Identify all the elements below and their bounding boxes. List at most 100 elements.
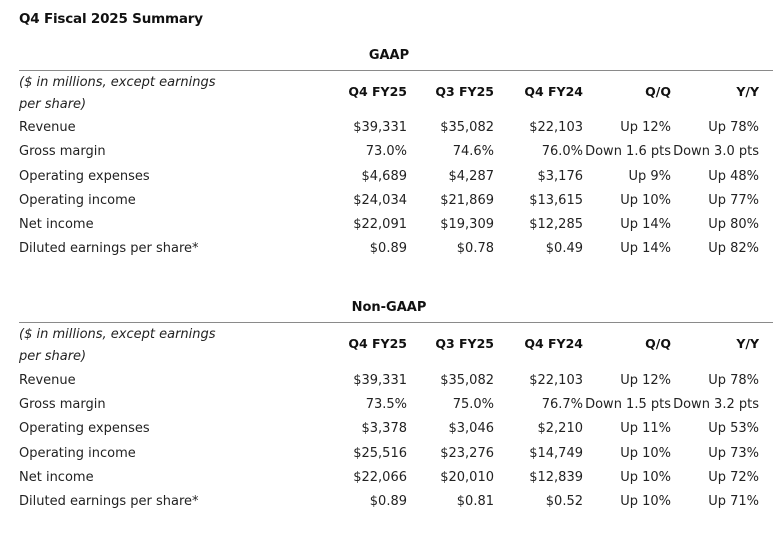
page-title: Q4 Fiscal 2025 Summary [19, 11, 203, 27]
cell-yy: Up 77% [708, 193, 759, 208]
cell-q3fy25: $0.78 [456, 241, 494, 256]
cell-q3fy25: 75.0% [452, 397, 494, 412]
column-header-qq: Q/Q [645, 336, 671, 351]
cell-q4fy25: $25,516 [353, 446, 407, 461]
cell-q4fy24: $3,176 [537, 169, 584, 184]
row-label: Operating income [19, 193, 136, 208]
cell-yy: Up 78% [708, 373, 759, 388]
cell-q4fy25: $22,091 [353, 217, 407, 232]
column-header-yy: Y/Y [736, 84, 759, 99]
cell-q3fy25: $19,309 [440, 217, 494, 232]
table-row: Operating expenses $3,378 $3,046 $2,210 … [19, 417, 773, 441]
cell-qq: Up 14% [620, 241, 671, 256]
row-label: Net income [19, 470, 94, 485]
cell-q4fy25: $39,331 [353, 120, 407, 135]
cell-q4fy25: $39,331 [353, 373, 407, 388]
row-label: Gross margin [19, 397, 106, 412]
cell-q4fy25: $0.89 [369, 241, 407, 256]
table-row: Revenue $39,331 $35,082 $22,103 Up 12% U… [19, 369, 773, 393]
row-label: Revenue [19, 373, 76, 388]
cell-q4fy24: 76.7% [541, 397, 583, 412]
cell-q3fy25: $21,869 [440, 193, 494, 208]
cell-qq: Up 12% [620, 120, 671, 135]
cell-q4fy24: $12,285 [529, 217, 583, 232]
cell-yy: Up 72% [708, 470, 759, 485]
column-header-q3fy25: Q3 FY25 [435, 84, 494, 99]
row-label: Diluted earnings per share* [19, 494, 199, 509]
table-header-row: ($ in millions, except earnings per shar… [19, 72, 773, 114]
cell-qq: Up 10% [620, 470, 671, 485]
table-row: Gross margin 73.5% 75.0% 76.7% Down 1.5 … [19, 393, 773, 417]
table-row: Gross margin 73.0% 74.6% 76.0% Down 1.6 … [19, 140, 773, 164]
cell-q3fy25: $23,276 [440, 446, 494, 461]
cell-q3fy25: $35,082 [440, 120, 494, 135]
cell-q4fy24: $14,749 [529, 446, 583, 461]
cell-yy: Down 3.2 pts [673, 397, 759, 412]
cell-q3fy25: $0.81 [456, 494, 494, 509]
units-note: ($ in millions, except earnings per shar… [19, 327, 216, 364]
table-row: Revenue $39,331 $35,082 $22,103 Up 12% U… [19, 116, 773, 140]
cell-q3fy25: $3,046 [448, 421, 495, 436]
cell-q4fy24: 76.0% [541, 144, 583, 159]
cell-yy: Up 78% [708, 120, 759, 135]
cell-q4fy24: $13,615 [529, 193, 583, 208]
cell-q4fy24: $22,103 [529, 120, 583, 135]
table-row: Net income $22,091 $19,309 $12,285 Up 14… [19, 213, 773, 237]
column-header-q4fy25: Q4 FY25 [348, 84, 407, 99]
cell-qq: Up 10% [620, 494, 671, 509]
cell-yy: Up 71% [708, 494, 759, 509]
cell-q4fy25: $22,066 [353, 470, 407, 485]
row-label: Gross margin [19, 144, 106, 159]
cell-yy: Down 3.0 pts [673, 144, 759, 159]
cell-q3fy25: 74.6% [452, 144, 494, 159]
row-label: Diluted earnings per share* [19, 241, 199, 256]
cell-qq: Up 10% [620, 193, 671, 208]
cell-q4fy25: $24,034 [353, 193, 407, 208]
cell-yy: Up 82% [708, 241, 759, 256]
column-header-qq: Q/Q [645, 84, 671, 99]
cell-q4fy25: $3,378 [361, 421, 408, 436]
table-row: Net income $22,066 $20,010 $12,839 Up 10… [19, 466, 773, 490]
table-header-row: ($ in millions, except earnings per shar… [19, 324, 773, 366]
section-divider [19, 70, 773, 71]
column-header-q4fy24: Q4 FY24 [524, 336, 583, 351]
cell-qq: Down 1.6 pts [585, 144, 671, 159]
column-header-q3fy25: Q3 FY25 [435, 336, 494, 351]
column-header-yy: Y/Y [736, 336, 759, 351]
section-divider [19, 322, 773, 323]
cell-qq: Down 1.5 pts [585, 397, 671, 412]
row-label: Net income [19, 217, 94, 232]
cell-yy: Up 73% [708, 446, 759, 461]
cell-yy: Up 80% [708, 217, 759, 232]
table-row: Diluted earnings per share* $0.89 $0.81 … [19, 490, 773, 514]
cell-qq: Up 10% [620, 446, 671, 461]
cell-q4fy25: 73.5% [365, 397, 407, 412]
cell-yy: Up 53% [708, 421, 759, 436]
cell-q4fy24: $12,839 [529, 470, 583, 485]
cell-q3fy25: $35,082 [440, 373, 494, 388]
table-row: Operating income $25,516 $23,276 $14,749… [19, 442, 773, 466]
cell-q4fy24: $2,210 [537, 421, 584, 436]
cell-q4fy24: $0.52 [545, 494, 583, 509]
cell-q4fy25: 73.0% [365, 144, 407, 159]
cell-yy: Up 48% [708, 169, 759, 184]
row-label: Revenue [19, 120, 76, 135]
table-row: Diluted earnings per share* $0.89 $0.78 … [19, 237, 773, 261]
cell-q4fy25: $4,689 [361, 169, 408, 184]
row-label: Operating expenses [19, 169, 150, 184]
cell-q3fy25: $4,287 [448, 169, 495, 184]
column-header-q4fy25: Q4 FY25 [348, 336, 407, 351]
cell-qq: Up 9% [628, 169, 671, 184]
cell-qq: Up 11% [620, 421, 671, 436]
table-row: Operating income $24,034 $21,869 $13,615… [19, 189, 773, 213]
cell-qq: Up 14% [620, 217, 671, 232]
cell-q4fy25: $0.89 [369, 494, 407, 509]
section-heading: Non-GAAP [351, 300, 427, 315]
table-row: Operating expenses $4,689 $4,287 $3,176 … [19, 165, 773, 189]
row-label: Operating income [19, 446, 136, 461]
row-label: Operating expenses [19, 421, 150, 436]
cell-q3fy25: $20,010 [440, 470, 494, 485]
units-note: ($ in millions, except earnings per shar… [19, 75, 216, 112]
column-header-q4fy24: Q4 FY24 [524, 84, 583, 99]
cell-qq: Up 12% [620, 373, 671, 388]
